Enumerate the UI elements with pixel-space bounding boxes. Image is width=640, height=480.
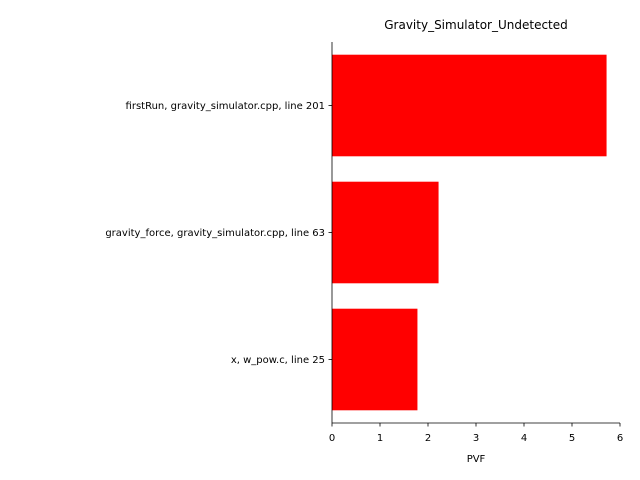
- x-tick-label-6: 6: [617, 433, 623, 444]
- x-tick-label-4: 4: [521, 433, 527, 444]
- bars-layer: [332, 54, 607, 411]
- bar-0: [332, 54, 607, 157]
- x-tick-label-3: 3: [473, 433, 479, 444]
- axes-layer: firstRun, gravity_simulator.cpp, line 20…: [105, 42, 623, 444]
- bar-2: [332, 308, 418, 411]
- x-tick-label-5: 5: [569, 433, 575, 444]
- x-axis-title: PVF: [467, 454, 486, 465]
- x-tick-label-1: 1: [377, 433, 383, 444]
- x-tick-label-0: 0: [329, 433, 335, 444]
- bar-1: [332, 181, 439, 284]
- y-tick-label-1: gravity_force, gravity_simulator.cpp, li…: [105, 228, 325, 239]
- y-tick-label-2: x, w_pow.c, line 25: [231, 355, 325, 366]
- y-tick-label-0: firstRun, gravity_simulator.cpp, line 20…: [126, 101, 325, 112]
- x-tick-label-2: 2: [425, 433, 431, 444]
- chart-title: Gravity_Simulator_Undetected: [384, 18, 568, 32]
